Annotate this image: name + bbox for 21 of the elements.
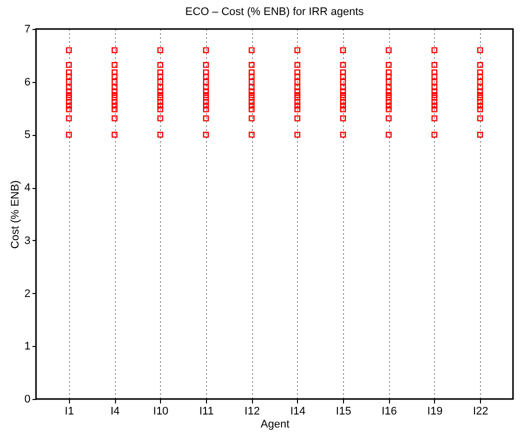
x-tick-label: I19 bbox=[427, 406, 443, 418]
x-tick-label: I16 bbox=[382, 406, 397, 418]
x-tick-label: I15 bbox=[336, 406, 352, 418]
x-tick-label: I1 bbox=[64, 406, 74, 418]
y-tick-label: 6 bbox=[24, 76, 30, 88]
chart-title: ECO – Cost (% ENB) for IRR agents bbox=[185, 6, 364, 18]
y-tick-label: 5 bbox=[24, 129, 30, 142]
y-tick-label: 3 bbox=[24, 234, 30, 247]
x-tick-label: I11 bbox=[199, 406, 214, 418]
y-tick-label: 7 bbox=[24, 24, 30, 36]
x-tick-label: I10 bbox=[153, 406, 168, 418]
x-tick-label: I4 bbox=[110, 406, 120, 418]
y-tick-label: 1 bbox=[24, 340, 30, 353]
x-axis-title: Agent bbox=[260, 418, 290, 430]
y-tick-label: 2 bbox=[24, 288, 30, 300]
x-tick-label: I22 bbox=[472, 406, 488, 418]
x-tick-label: I14 bbox=[290, 406, 306, 418]
y-tick-label: 4 bbox=[24, 182, 30, 194]
x-tick-label: I12 bbox=[244, 406, 260, 418]
y-tick-label: 0 bbox=[24, 394, 30, 406]
y-axis-title: Cost (% ENB) bbox=[9, 180, 22, 249]
